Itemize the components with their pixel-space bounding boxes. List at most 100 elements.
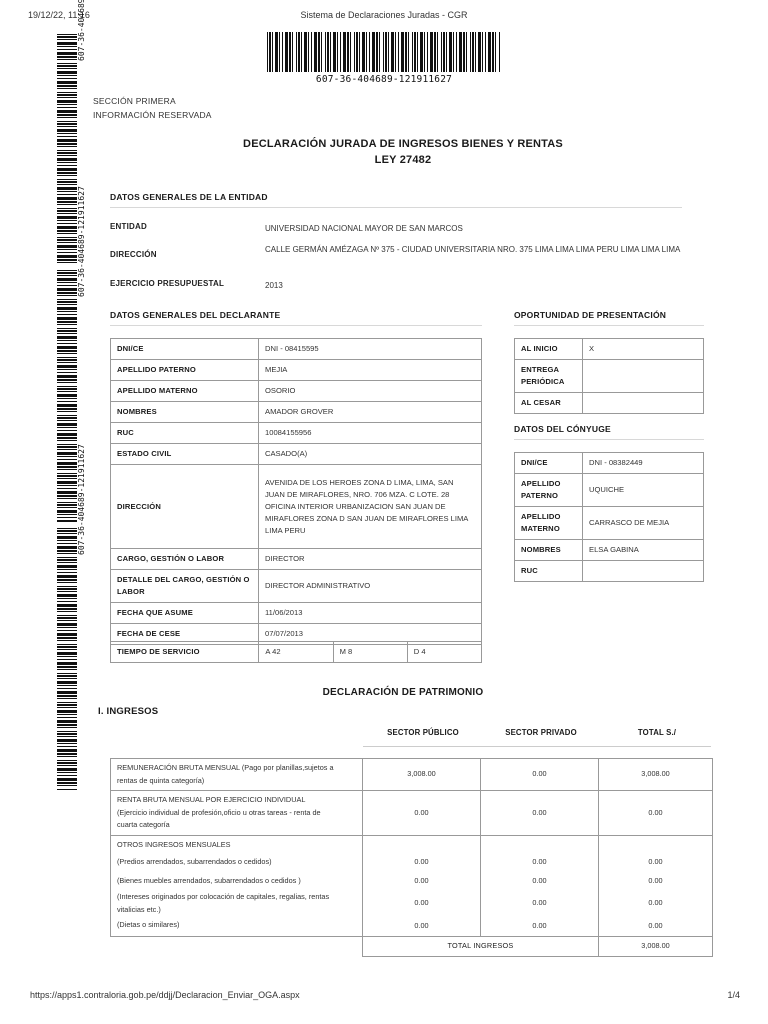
print-header: 19/12/22, 11:16 Sistema de Declaraciones… xyxy=(0,10,768,24)
cell-total: 0.00 xyxy=(598,853,713,872)
cell-spacer xyxy=(480,834,599,853)
row-label: FECHA QUE ASUME xyxy=(110,602,259,624)
total-value: 3,008.00 xyxy=(598,935,713,957)
footer-page-number: 1/4 xyxy=(727,990,740,1000)
print-title: Sistema de Declaraciones Juradas - CGR xyxy=(300,10,468,20)
section-tag-primera: SECCIÓN PRIMERA xyxy=(93,96,176,106)
row-value: OSORIO xyxy=(258,380,482,402)
table-row: (Predios arrendados, subarrendados o ced… xyxy=(110,853,713,872)
desc-line: rentas de quinta categoría) xyxy=(117,775,205,785)
row-label: DNI/CE xyxy=(110,338,259,360)
row-value: 10084155956 xyxy=(258,422,482,444)
cell-sector-publico: 0.00 xyxy=(362,853,481,872)
cell-total: 0.00 xyxy=(598,890,713,917)
row-label: APELLIDO MATERNO xyxy=(514,506,583,540)
footer-url: https://apps1.contraloria.gob.pe/ddjj/De… xyxy=(30,990,300,1000)
table-row: RUC xyxy=(514,560,704,582)
cell-sector-publico: 0.00 xyxy=(362,890,481,917)
desc-line: cuarta categoría xyxy=(117,820,170,829)
table-row: DETALLE DEL CARGO, GESTIÓN O LABOR DIREC… xyxy=(110,569,482,603)
oportunidad-table: AL INICIO X ENTREGA PERIÓDICA AL CESAR xyxy=(514,338,704,414)
tiempo-servicio-table: TIEMPO DE SERVICIO A 42 M 8 D 4 xyxy=(109,641,483,663)
row-value: X xyxy=(582,338,704,360)
cell-total: 3,008.00 xyxy=(598,758,713,791)
row-label: CARGO, GESTIÓN O LABOR xyxy=(110,548,259,570)
table-row: APELLIDO PATERNO MEJIA xyxy=(110,359,482,381)
cell-sector-privado: 0.00 xyxy=(480,853,599,872)
col-header-sector-privado: SECTOR PRIVADO xyxy=(505,728,577,737)
row-value: AVENIDA DE LOS HEROES ZONA D LIMA, LIMA,… xyxy=(258,464,482,549)
page-title-line2: LEY 27482 xyxy=(374,154,432,166)
heading-conyuge: DATOS DEL CÓNYUGE xyxy=(514,424,611,434)
divider-ingresos-headers xyxy=(363,746,711,747)
table-row: RENTA BRUTA MENSUAL POR EJERCICIO INDIVI… xyxy=(110,790,713,836)
table-row: APELLIDO MATERNO CARRASCO DE MEJIA xyxy=(514,506,704,540)
top-barcode xyxy=(267,32,501,72)
row-label: NOMBRES xyxy=(514,539,583,561)
declarante-table: DNI/CE DNI - 08415595 APELLIDO PATERNO M… xyxy=(110,338,482,645)
page-title-line1: DECLARACIÓN JURADA DE INGRESOS BIENES Y … xyxy=(243,138,563,150)
cell-sector-privado: 0.00 xyxy=(480,917,599,937)
barcode-label: 607-36-404689-121911627 xyxy=(77,0,86,61)
row-description: (Bienes muebles arrendados, subarrendado… xyxy=(110,871,363,890)
row-value: CARRASCO DE MEJIA xyxy=(582,506,704,540)
cell-total: 0.00 xyxy=(598,790,713,836)
vertical-barcode-1: 607-36-404689-121911627 xyxy=(57,0,86,264)
row-label: DIRECCIÓN xyxy=(110,464,259,549)
table-row: ESTADO CIVIL CASADO(A) xyxy=(110,443,482,465)
section-tag-reservada: INFORMACIÓN RESERVADA xyxy=(93,110,212,120)
row-value: ELSA GABINA xyxy=(582,539,704,561)
row-value: DNI - 08415595 xyxy=(258,338,482,360)
row-label: AL INICIO xyxy=(514,338,583,360)
row-description: (Predios arrendados, subarrendados o ced… xyxy=(110,853,363,872)
row-label: APELLIDO PATERNO xyxy=(110,359,259,381)
table-row: NOMBRES AMADOR GROVER xyxy=(110,401,482,423)
row-label: APELLIDO MATERNO xyxy=(110,380,259,402)
print-date: 19/12/22, 11:16 xyxy=(28,10,90,20)
otros-ingresos-header: OTROS INGRESOS MENSUALES xyxy=(110,834,363,853)
row-value: UQUICHE xyxy=(582,473,704,507)
cell-total: 0.00 xyxy=(598,871,713,890)
row-value: AMADOR GROVER xyxy=(258,401,482,423)
cell-sector-privado: 0.00 xyxy=(480,790,599,836)
tiempo-label: TIEMPO DE SERVICIO xyxy=(109,641,260,663)
patrimonio-title: DECLARACIÓN DE PATRIMONIO xyxy=(322,687,484,698)
barcode-label: 607-36-404689-121911627 xyxy=(77,444,86,555)
barcode-bars xyxy=(57,270,77,522)
cell-empty xyxy=(111,936,363,956)
row-description: (Dietas o similares) xyxy=(110,917,363,937)
cell-sector-privado: 0.00 xyxy=(480,890,599,917)
table-row: APELLIDO PATERNO UQUICHE xyxy=(514,473,704,507)
conyuge-table: DNI/CE DNI - 08382449 APELLIDO PATERNO U… xyxy=(514,452,704,582)
row-value xyxy=(582,392,704,414)
row-label: NOMBRES xyxy=(110,401,259,423)
row-value: MEJIA xyxy=(258,359,482,381)
table-row: REMUNERACIÓN BRUTA MENSUAL (Pago por pla… xyxy=(110,758,713,791)
cell-sector-privado: 0.00 xyxy=(480,871,599,890)
tiempo-anios: A 42 xyxy=(258,641,334,663)
section-heading-ingresos: I. INGRESOS xyxy=(98,706,159,717)
col-header-sector-publico: SECTOR PÚBLICO xyxy=(387,728,459,737)
table-row: NOMBRES ELSA GABINA xyxy=(514,539,704,561)
row-value: 11/06/2013 xyxy=(258,602,482,624)
cell-sector-publico: 0.00 xyxy=(362,790,481,836)
entity-label: ENTIDAD xyxy=(110,222,147,231)
divider-oportunidad xyxy=(514,325,704,326)
table-row: DNI/CE DNI - 08382449 xyxy=(514,452,704,474)
desc-line: RENTA BRUTA MENSUAL POR EJERCICIO INDIVI… xyxy=(117,795,306,804)
entity-label: EJERCICIO PRESUPUESTAL xyxy=(110,279,225,288)
cell-total: 0.00 xyxy=(598,917,713,937)
desc-line: REMUNERACIÓN BRUTA MENSUAL (Pago por pla… xyxy=(117,763,334,772)
row-label: DNI/CE xyxy=(514,452,583,474)
page-title: DECLARACIÓN JURADA DE INGRESOS BIENES Y … xyxy=(93,138,713,166)
ingresos-table: REMUNERACIÓN BRUTA MENSUAL (Pago por pla… xyxy=(110,758,713,957)
vertical-barcode-3: 607-36-404689-121911627 xyxy=(57,444,86,790)
entity-label: DIRECCIÓN xyxy=(110,250,157,259)
table-row: TIEMPO DE SERVICIO A 42 M 8 D 4 xyxy=(109,641,483,663)
table-row: RUC 10084155956 xyxy=(110,422,482,444)
row-label: AL CESAR xyxy=(514,392,583,414)
table-row: (Dietas o similares) 0.00 0.00 0.00 xyxy=(110,917,713,937)
row-label: ENTREGA PERIÓDICA xyxy=(514,359,583,393)
entity-value: UNIVERSIDAD NACIONAL MAYOR DE SAN MARCOS xyxy=(265,224,463,233)
cell-spacer xyxy=(598,834,713,853)
